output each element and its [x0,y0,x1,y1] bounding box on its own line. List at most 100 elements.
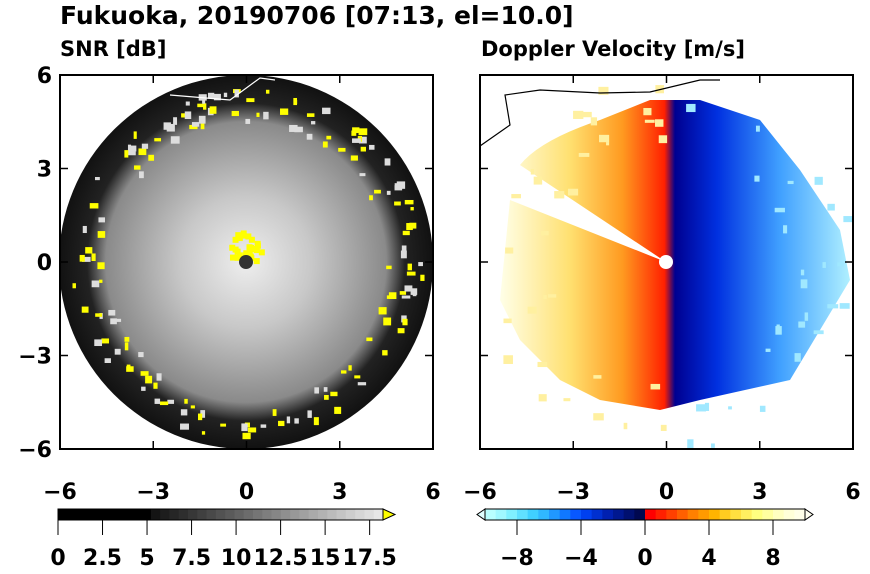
colorbar-swatch [169,509,180,520]
colorbar-swatch [762,509,774,520]
snr-echo [156,373,162,381]
snr-echo [352,127,360,134]
colorbar-swatch [150,509,161,520]
doppler-echo [658,135,668,144]
snr-echo [294,418,299,424]
doppler-echo [775,326,782,335]
doppler-echo [650,383,661,390]
coastline [480,79,720,147]
snr-echo [94,339,103,347]
snr-echo [378,307,387,315]
colorbar-swatch [730,509,742,520]
snr-echo [396,181,406,189]
snr-echo [247,427,257,433]
doppler-echo [644,119,655,123]
colorbar-swatch [327,509,338,520]
doppler-echo [563,398,571,402]
snr-echo [134,165,141,170]
snr-echo [197,103,204,108]
snr-echo [358,128,368,136]
doppler-echo [804,312,809,321]
snr-echo [234,89,239,98]
snr-echo [357,382,367,386]
snr-echo [240,230,247,237]
snr-echo [280,108,289,115]
snr-echo [95,313,103,317]
colorbar-swatch [243,509,254,520]
doppler-echo [813,330,824,335]
snr-echo [180,423,189,430]
snr-echo [386,190,391,195]
colorbar-swatch [67,509,78,520]
colorbar-swatch [741,509,753,520]
colorbar-swatch [160,509,170,520]
colorbar-swatch [485,509,497,520]
colorbar-swatch [215,509,226,520]
snr-echo [412,291,417,297]
left-panel-title: SNR [dB] [60,37,166,61]
doppler-echo [837,262,844,267]
snr-echo [200,410,206,418]
snr-echo [256,112,260,117]
colorbar-swatch [794,509,806,520]
doppler-echo [567,188,579,196]
colorbar-swatch [527,509,539,520]
snr-echo [322,107,331,115]
snr-echo [138,352,144,358]
doppler-echo [599,134,610,143]
snr-echo [311,121,316,125]
snr-echo [253,258,260,265]
snr-echo [278,420,285,427]
colorbar-swatch [280,509,291,520]
snr-echo [220,423,227,427]
snr-echo [154,398,161,404]
colorbar-label: −4 [564,546,598,570]
snr-echo [154,138,162,142]
doppler-echo [800,279,808,289]
doppler-echo [554,191,565,199]
colorbar-swatch [262,509,273,520]
doppler-echo [839,303,850,309]
doppler-echo [822,262,826,268]
snr-echo [253,246,260,253]
snr-echo [338,147,346,152]
colorbar-label: 0 [637,546,652,570]
colorbar-swatch [104,509,115,520]
colorbar-swatch [602,509,614,520]
doppler-echo [533,176,543,185]
doppler-echo [711,443,715,448]
snr-echo [72,283,76,289]
snr-echo [323,387,328,392]
colorbar-swatch [299,509,310,520]
snr-echo [286,416,291,424]
snr-echo [260,424,267,428]
colorbar-swatch [709,509,721,520]
doppler-echo [794,353,801,362]
colorbar-swatch [225,509,235,520]
colorbar-label: 0 [50,546,65,570]
snr-echo [231,110,239,117]
snr-echo [126,366,134,372]
colorbar-swatch [76,509,87,520]
radar-site-marker [659,255,673,269]
doppler-echo [511,194,521,199]
snr-echo [97,262,105,270]
colorbar-swatch [570,509,582,520]
snr-echo [402,230,410,236]
x-tick-label: 6 [845,480,860,505]
colorbar-extend-max [382,508,397,521]
snr-echo [113,318,122,322]
doppler-echo [686,103,696,113]
snr-echo [190,405,195,409]
colorbar-swatch [677,509,689,520]
doppler-echo [540,230,549,236]
snr-echo [294,126,303,133]
colorbar-swatch [591,509,603,520]
colorbar-swatch [85,509,96,520]
colorbar-swatch [318,509,328,520]
colorbar-swatch [645,509,657,520]
snr-echo [82,225,87,234]
snr-echo [272,409,277,416]
snr-echo [124,342,129,351]
colorbar-swatch [773,509,785,520]
